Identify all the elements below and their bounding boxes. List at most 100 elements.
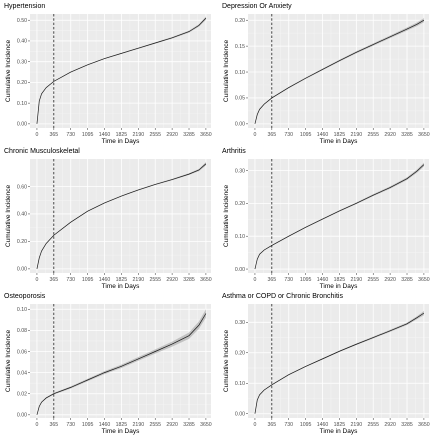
- x-tick-label: 730: [66, 277, 75, 283]
- x-axis-title: Time in Days: [102, 428, 140, 435]
- x-tick-label: 3285: [401, 277, 413, 283]
- x-axis-title: Time in Days: [320, 428, 358, 435]
- y-tick-label: 0.00: [235, 412, 245, 418]
- y-tick-label: 0.08: [17, 328, 27, 334]
- y-tick-label: 0.30: [235, 320, 245, 326]
- incidence-curve: [36, 163, 207, 269]
- x-tick-label: 365: [268, 132, 277, 138]
- x-tick-label: 1825: [334, 132, 346, 138]
- x-tick-label: 2555: [367, 277, 379, 283]
- panel-title: Depression Or Anxiety: [222, 3, 292, 10]
- y-axis-title: Cumulative Incidence: [223, 40, 230, 103]
- x-tick-label: 1095: [300, 132, 312, 138]
- x-tick-label: 2555: [367, 132, 379, 138]
- x-tick-label: 1460: [99, 277, 111, 283]
- x-axis-title: Time in Days: [102, 283, 140, 290]
- x-tick-label: 3650: [200, 132, 212, 138]
- x-tick-label: 365: [50, 277, 59, 283]
- x-tick-label: 730: [66, 132, 75, 138]
- y-tick-label: 0.50: [17, 18, 27, 24]
- x-tick-label: 1095: [300, 277, 312, 283]
- y-tick-label: 0.40: [17, 39, 27, 45]
- x-tick-label: 2920: [166, 132, 178, 138]
- x-tick-label: 0: [253, 422, 256, 428]
- x-tick-label: 730: [284, 277, 293, 283]
- y-tick-label: 0.06: [17, 349, 27, 355]
- x-tick-label: 1460: [317, 422, 329, 428]
- x-tick-label: 3650: [418, 277, 430, 283]
- x-tick-label: 3285: [401, 132, 413, 138]
- plot-background: [30, 304, 211, 418]
- panel-title: Osteoporosis: [4, 293, 46, 300]
- x-tick-label: 1825: [116, 132, 128, 138]
- y-tick-label: 0.10: [235, 70, 245, 76]
- panel-1: Hypertension 0 365 730 1095 1460 1825 2190 2555 2…: [4, 3, 212, 145]
- x-tick-label: 365: [268, 277, 277, 283]
- x-tick-label: 1460: [317, 132, 329, 138]
- incidence-curve: [36, 17, 207, 124]
- y-tick-label: 0.10: [235, 234, 245, 240]
- x-tick-label: 365: [50, 132, 59, 138]
- y-tick-label: 0.00: [235, 122, 245, 128]
- panel-4: Arthritis 0 365 730 1095 1460 1825 2190 2555 2920…: [222, 148, 430, 290]
- y-tick-label: 0.20: [235, 351, 245, 357]
- y-tick-label: 0.20: [17, 239, 27, 245]
- x-tick-label: 2190: [133, 422, 145, 428]
- x-tick-label: 1825: [116, 422, 128, 428]
- y-tick-label: 0.00: [235, 267, 245, 273]
- x-tick-label: 0: [35, 277, 38, 283]
- x-tick-label: 2555: [149, 277, 161, 283]
- y-tick-label: 0.30: [235, 168, 245, 174]
- x-tick-label: 0: [253, 132, 256, 138]
- panel-title: Arthritis: [222, 148, 246, 155]
- x-tick-label: 1095: [82, 277, 94, 283]
- panel-6: Asthma or COPD or Chronic Bronchitis 0 365…: [222, 293, 430, 435]
- x-tick-label: 0: [35, 132, 38, 138]
- x-tick-label: 0: [35, 422, 38, 428]
- y-axis-title: Cumulative Incidence: [5, 185, 12, 248]
- x-axis-title: Time in Days: [320, 138, 358, 145]
- x-tick-label: 1095: [300, 422, 312, 428]
- y-tick-label: 0.30: [17, 59, 27, 65]
- x-tick-label: 2920: [166, 422, 178, 428]
- y-tick-label: 0.05: [235, 96, 245, 102]
- x-tick-label: 730: [66, 422, 75, 428]
- plot-background: [30, 159, 211, 273]
- x-tick-label: 2190: [133, 277, 145, 283]
- x-tick-label: 730: [284, 422, 293, 428]
- incidence-curve: [254, 312, 425, 414]
- x-tick-label: 2555: [149, 132, 161, 138]
- y-tick-label: 0.00: [17, 122, 27, 128]
- x-tick-label: 1825: [116, 277, 128, 283]
- x-tick-label: 2190: [351, 422, 363, 428]
- y-tick-label: 0.40: [17, 212, 27, 218]
- y-axis-title: Cumulative Incidence: [5, 40, 12, 103]
- x-tick-label: 0: [253, 277, 256, 283]
- panel-title: Chronic Musculoskeletal: [4, 148, 80, 155]
- panel-3: Chronic Musculoskeletal 0 365 730 1095 1460 18…: [4, 148, 212, 290]
- y-axis-title: Cumulative Incidence: [223, 185, 230, 248]
- x-tick-label: 2920: [384, 277, 396, 283]
- x-tick-label: 2190: [351, 132, 363, 138]
- x-tick-label: 3285: [183, 277, 195, 283]
- x-tick-label: 1095: [82, 132, 94, 138]
- y-tick-label: 0.15: [235, 44, 245, 50]
- x-tick-label: 2920: [384, 132, 396, 138]
- x-tick-label: 1460: [99, 132, 111, 138]
- x-tick-label: 365: [50, 422, 59, 428]
- panel-title: Asthma or COPD or Chronic Bronchitis: [222, 293, 343, 300]
- x-tick-label: 3650: [418, 132, 430, 138]
- x-tick-label: 365: [268, 422, 277, 428]
- y-tick-label: 0.10: [17, 101, 27, 107]
- x-tick-label: 1460: [317, 277, 329, 283]
- x-tick-label: 1095: [82, 422, 94, 428]
- panel-5: Osteoporosis 0 365 730 1095 1460 1825 2190 2555 2…: [4, 293, 212, 435]
- panel-title: Hypertension: [4, 3, 45, 10]
- x-tick-label: 3285: [183, 422, 195, 428]
- x-tick-label: 1825: [334, 277, 346, 283]
- plot-background: [248, 159, 429, 273]
- y-tick-label: 0.00: [17, 267, 27, 273]
- panel-2: Depression Or Anxiety 0 365 730 1095 1460 1825…: [222, 3, 430, 145]
- x-tick-label: 3285: [401, 422, 413, 428]
